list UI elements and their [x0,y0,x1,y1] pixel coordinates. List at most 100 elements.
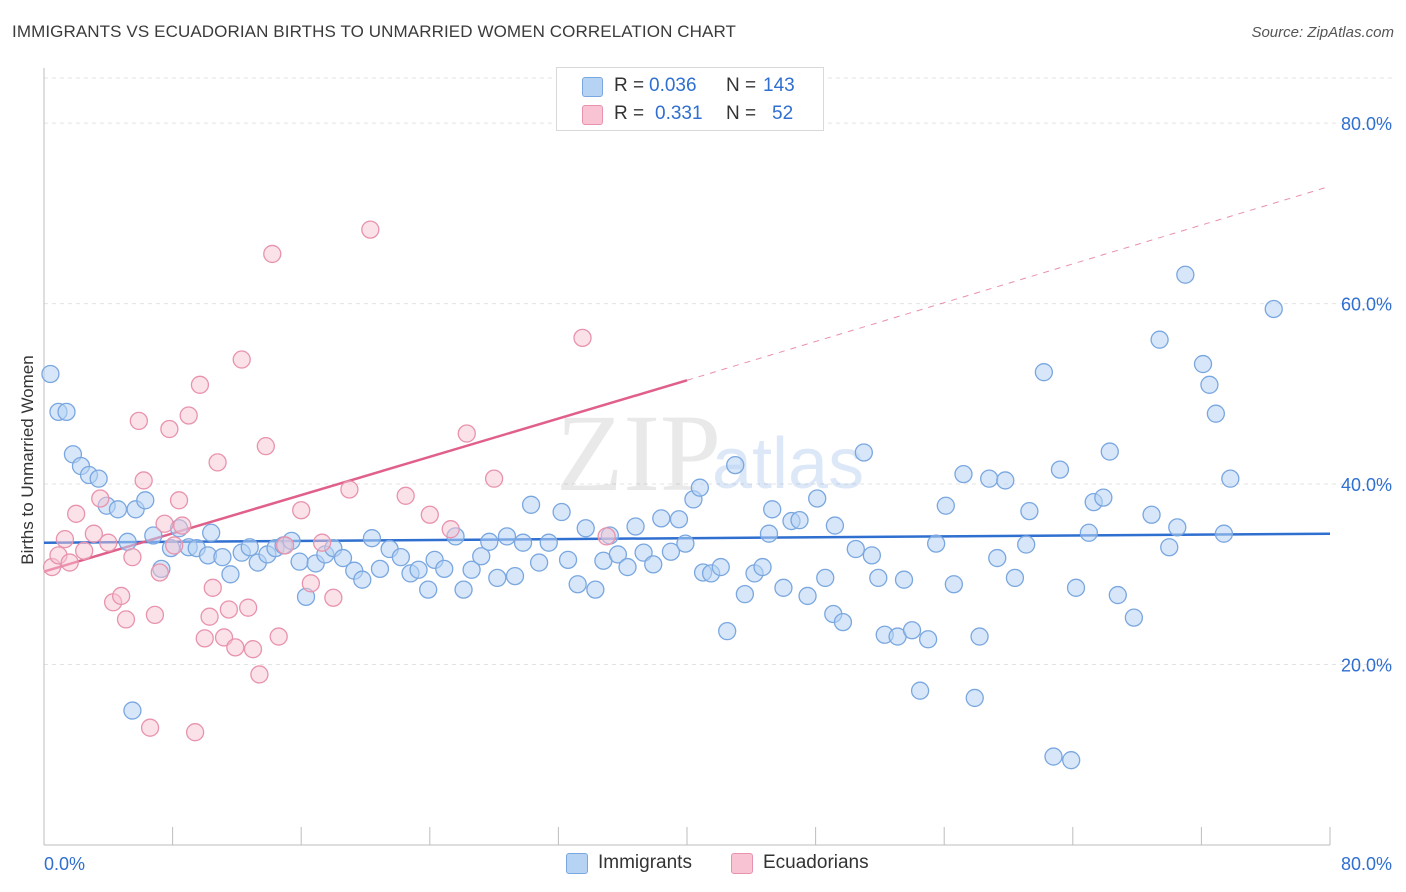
ecuadorians-point [145,605,165,625]
immigrants-point [1050,460,1070,479]
immigrants-point [833,612,853,632]
ecuadorians-r-value: 0.331 [655,103,703,124]
immigrants-point [980,469,999,488]
immigrants-point [144,526,163,545]
immigrants-point [1044,747,1063,766]
ecuadorians-point [190,375,210,394]
immigrants-point [996,471,1015,490]
immigrants-point [568,575,587,594]
ecuadorians-point [75,541,94,560]
immigrants-point [454,580,473,599]
immigrants-point [661,542,681,561]
immigrants-point [505,566,525,586]
immigrants-point [1124,608,1144,627]
n-label: N = [726,75,757,96]
immigrants-point [676,534,695,553]
ecuadorians-point [226,638,245,657]
immigrants-point [108,500,128,519]
immigrants-point [576,519,595,538]
immigrants-point [954,464,973,484]
ecuadorians-point [150,563,169,582]
ecuadorians-point [160,419,179,439]
immigrants-point [1193,354,1213,374]
x-tick-label: 80.0% [1341,854,1392,874]
r-label: R = [614,75,645,96]
immigrants-points [41,265,1283,770]
ecuadorians-point [484,469,504,488]
ecuadorians-point [129,411,148,431]
y-tick-label: 80.0% [1341,114,1392,134]
immigrants-point [480,532,499,551]
legend-row-immigrants: R = 0.036 N = 143 [557,72,823,100]
n-label: N = [726,103,757,124]
stats-legend: R = 0.036 N = 143 R = 0.331 N = 52 [556,67,824,131]
ecuadorians-trend-extension [686,185,1331,381]
immigrants-point [213,547,232,567]
immigrants-point [221,565,240,584]
immigrants-point [41,364,60,384]
immigrants-legend-swatch [566,853,588,874]
immigrants-point [644,555,663,574]
ecuadorians-point [91,489,110,508]
ecuadorians-point [292,501,311,520]
ecuadorians-point [263,244,282,264]
axes [43,68,1331,846]
ecuadorians-point [179,406,198,425]
immigrants-point [202,523,221,542]
immigrants-point [726,455,745,475]
chart-title: IMMIGRANTS VS ECUADORIAN BIRTHS TO UNMAR… [12,22,737,41]
immigrants-point [1176,265,1195,284]
ecuadorians-point [67,504,86,523]
immigrants-point [970,627,989,646]
immigrants-point [825,516,845,535]
immigrants-point [1160,538,1179,557]
ecuadorians-point [140,718,160,737]
immigrants-point [1214,524,1234,543]
immigrants-point [1094,488,1113,507]
immigrants-point [521,495,541,514]
immigrants-point [927,534,946,553]
ecuadorians-point [112,586,131,606]
ecuadorians-point [340,480,359,499]
ecuadorians-swatch [582,105,603,125]
immigrants-point [808,489,827,508]
ecuadorians-point [597,527,616,546]
immigrants-point [690,478,710,497]
ecuadorians-n-value: 52 [772,103,794,124]
immigrants-point [1017,535,1036,554]
immigrants-point [391,547,411,567]
immigrants-point [123,701,142,720]
immigrants-point [918,630,938,649]
immigrants-point [552,502,571,522]
immigrants-point [353,570,372,589]
immigrants-point [462,560,481,579]
immigrants-point [409,560,428,579]
ecuadorians-point [169,491,189,510]
immigrants-point [435,559,454,579]
immigrants-point [936,496,955,515]
ecuadorians-point [200,607,219,626]
immigrants-point [1062,751,1081,770]
ecuadorians-point [243,640,263,659]
immigrants-point [894,570,914,589]
immigrants-point [118,532,137,551]
tick-labels: 20.0% 40.0% 60.0% 80.0% 0.0% 80.0% [44,114,1392,874]
legend-row-ecuadorians: R = 0.331 N = 52 [557,100,823,128]
source-label: Source: ZipAtlas.com [1251,24,1394,41]
immigrants-point [1168,518,1187,537]
immigrants-point [910,681,930,700]
immigrants-point [759,524,779,543]
immigrants-point [846,539,865,559]
immigrants-point [586,580,605,599]
immigrants-point [497,527,517,546]
y-tick-label: 40.0% [1341,475,1392,495]
immigrants-point [529,553,549,572]
immigrants-point [634,543,653,562]
ecuadorians-point [312,533,332,552]
immigrants-point [669,510,689,529]
y-tick-label: 20.0% [1341,656,1392,676]
immigrants-point [1206,404,1226,423]
immigrants-point [988,548,1007,568]
y-axis-title: Births to Unmarried Women [18,355,37,565]
